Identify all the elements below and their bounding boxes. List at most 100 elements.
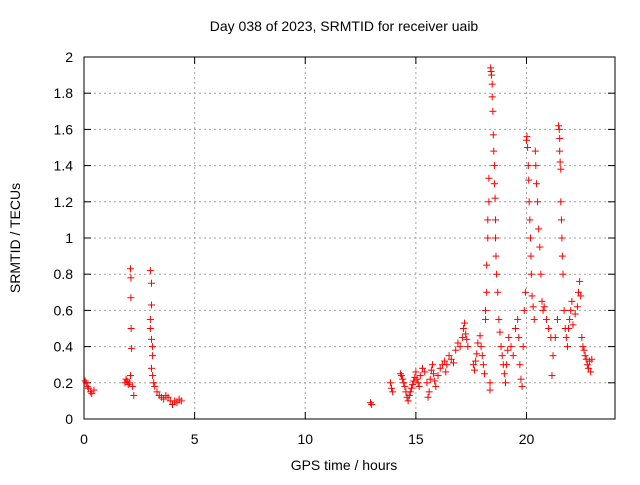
data-point bbox=[500, 370, 508, 378]
data-point bbox=[129, 382, 137, 390]
data-point bbox=[578, 334, 586, 342]
data-point bbox=[492, 252, 500, 260]
data-point bbox=[421, 368, 429, 376]
data-point bbox=[504, 346, 512, 354]
data-point bbox=[127, 325, 135, 332]
data-point bbox=[479, 361, 487, 369]
data-point bbox=[441, 357, 449, 365]
data-point bbox=[397, 372, 405, 380]
data-point bbox=[482, 315, 490, 323]
y-tick-label: 0.2 bbox=[54, 375, 74, 391]
data-point bbox=[498, 352, 506, 360]
data-point bbox=[558, 234, 566, 242]
data-point bbox=[520, 306, 528, 314]
data-point bbox=[562, 334, 570, 342]
data-point bbox=[445, 352, 453, 360]
data-point bbox=[124, 381, 132, 389]
data-point bbox=[125, 379, 133, 387]
data-point bbox=[535, 225, 543, 233]
data-point bbox=[416, 372, 424, 380]
data-point bbox=[548, 372, 556, 380]
data-point bbox=[524, 162, 532, 170]
data-point bbox=[490, 162, 498, 170]
data-point bbox=[576, 277, 584, 285]
data-point bbox=[368, 401, 376, 409]
data-point bbox=[539, 306, 547, 314]
data-point bbox=[452, 346, 460, 354]
data-point bbox=[430, 370, 438, 378]
data-point bbox=[88, 390, 96, 398]
data-point bbox=[583, 361, 591, 369]
data-point bbox=[177, 397, 185, 405]
data-point bbox=[505, 334, 513, 342]
data-point bbox=[537, 270, 545, 278]
data-point bbox=[419, 364, 427, 372]
data-point bbox=[389, 388, 397, 396]
data-point bbox=[471, 366, 479, 374]
data-point bbox=[484, 216, 492, 224]
data-point bbox=[409, 381, 417, 389]
data-point bbox=[476, 332, 484, 340]
data-point bbox=[551, 334, 559, 342]
data-point bbox=[497, 343, 505, 351]
data-point bbox=[558, 252, 566, 260]
data-point bbox=[449, 359, 457, 367]
data-point bbox=[526, 216, 534, 224]
data-point bbox=[538, 297, 546, 305]
data-point bbox=[84, 384, 92, 392]
data-point bbox=[584, 364, 592, 372]
data-point bbox=[81, 377, 89, 385]
data-point bbox=[128, 344, 136, 352]
data-point bbox=[388, 384, 396, 392]
data-point bbox=[82, 379, 90, 387]
data-point bbox=[147, 279, 155, 287]
data-point bbox=[482, 306, 490, 314]
data-point bbox=[489, 107, 497, 115]
data-point bbox=[525, 198, 533, 206]
data-point bbox=[386, 379, 394, 387]
data-point bbox=[461, 319, 469, 327]
data-point bbox=[423, 379, 431, 387]
data-point bbox=[477, 343, 485, 351]
y-tick-label: 1.6 bbox=[54, 121, 74, 137]
y-tick-label: 0.4 bbox=[54, 339, 74, 355]
data-point bbox=[490, 147, 498, 155]
data-point bbox=[122, 375, 130, 383]
grid-layer bbox=[84, 57, 615, 419]
data-point bbox=[436, 364, 444, 372]
plot-frame bbox=[83, 56, 616, 420]
y-tick-label: 1 bbox=[65, 230, 73, 246]
data-point bbox=[557, 165, 565, 173]
y-tick-label: 1.8 bbox=[54, 85, 74, 101]
data-point bbox=[579, 343, 587, 351]
data-point bbox=[478, 352, 486, 360]
data-point bbox=[542, 315, 550, 323]
data-point bbox=[532, 162, 540, 170]
x-axis-label: GPS time / hours bbox=[291, 457, 398, 473]
data-point bbox=[464, 343, 472, 351]
x-tick-label: 20 bbox=[519, 431, 535, 447]
data-point bbox=[413, 375, 421, 383]
data-point bbox=[459, 325, 467, 332]
data-point bbox=[428, 361, 436, 369]
data-point bbox=[458, 334, 466, 342]
data-point bbox=[146, 267, 154, 275]
data-point bbox=[412, 368, 420, 376]
data-point bbox=[469, 361, 477, 369]
data-point bbox=[432, 382, 440, 390]
y-tick-label: 0.8 bbox=[54, 266, 74, 282]
x-tick-label: 10 bbox=[297, 431, 313, 447]
data-point bbox=[400, 379, 408, 387]
data-points-layer bbox=[81, 64, 596, 409]
data-point bbox=[509, 352, 517, 360]
data-point bbox=[523, 133, 531, 141]
x-tick-label: 0 bbox=[80, 431, 88, 447]
data-point bbox=[563, 343, 571, 351]
data-point bbox=[516, 361, 524, 369]
y-tick-label: 1.2 bbox=[54, 194, 74, 210]
data-point bbox=[126, 265, 134, 273]
data-point bbox=[399, 375, 407, 383]
data-point bbox=[536, 243, 544, 251]
data-point bbox=[401, 382, 409, 390]
data-point bbox=[492, 216, 500, 224]
